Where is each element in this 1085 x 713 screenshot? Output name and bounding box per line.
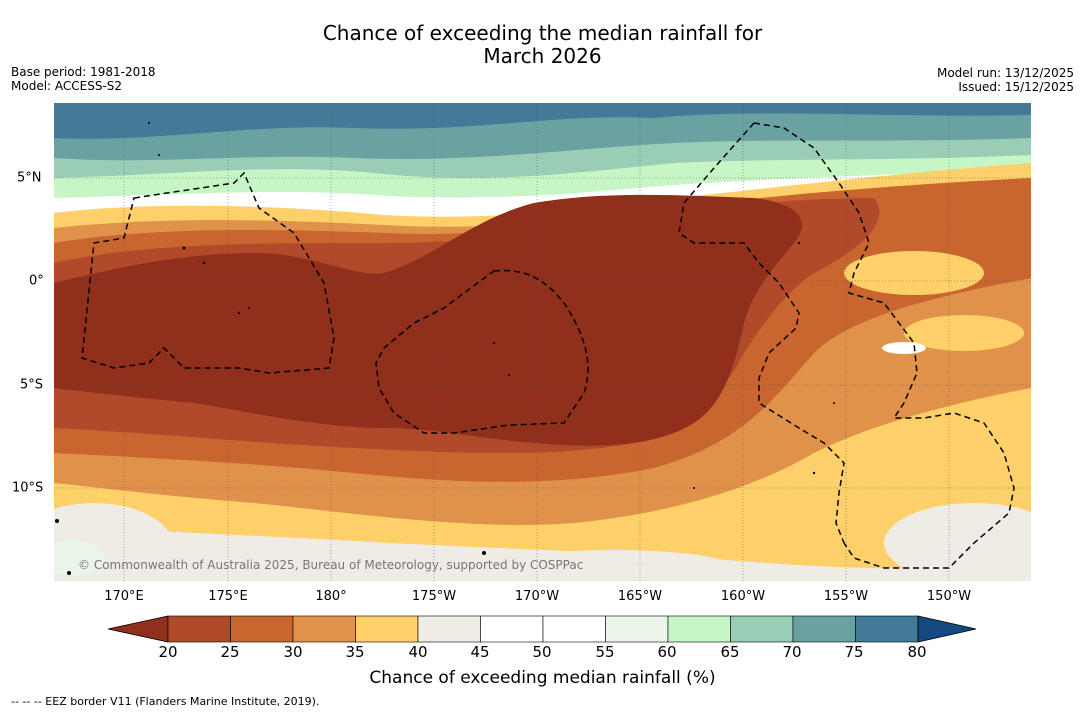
cbar-segment-3 bbox=[355, 615, 419, 643]
meta-left: Base period: 1981-2018 Model: ACCESS-S2 bbox=[11, 65, 156, 93]
cbar-tick-1: 25 bbox=[220, 643, 240, 661]
lon-label-7: 155°W bbox=[823, 589, 869, 604]
cbar-tick-9: 65 bbox=[720, 643, 740, 661]
meta-right: Model run: 13/12/2025 Issued: 15/12/2025 bbox=[937, 66, 1074, 94]
band-north-light-green bbox=[54, 155, 1031, 203]
southeast-pale bbox=[884, 503, 1031, 581]
cbar-segment-4 bbox=[417, 615, 481, 643]
base-period: Base period: 1981-2018 bbox=[11, 65, 156, 79]
band-north-white bbox=[54, 168, 1031, 222]
cbar-tick-0: 20 bbox=[158, 643, 178, 661]
chart-title-line1: Chance of exceeding the median rainfall … bbox=[322, 21, 763, 45]
colorbar-title: Chance of exceeding median rainfall (%) bbox=[369, 668, 716, 688]
white-patch-east bbox=[882, 342, 926, 354]
copyright-text: © Commonwealth of Australia 2025, Bureau… bbox=[78, 558, 584, 572]
cbar-segment-1 bbox=[230, 615, 294, 643]
lat-label-0: 5°N bbox=[17, 170, 42, 186]
cbar-tick-12: 80 bbox=[907, 643, 927, 661]
southwest-green bbox=[54, 540, 104, 576]
cbar-tick-11: 75 bbox=[844, 643, 864, 661]
lon-label-6: 160°W bbox=[720, 589, 766, 604]
lon-label-2: 180° bbox=[315, 589, 347, 604]
rainfall-probability-map bbox=[54, 103, 1031, 581]
cbar-segment-5 bbox=[480, 615, 544, 643]
cbar-segment-9 bbox=[730, 615, 794, 643]
issued-date: Issued: 15/12/2025 bbox=[958, 80, 1074, 94]
lon-label-0: 170°E bbox=[104, 589, 144, 604]
lon-label-3: 175°W bbox=[411, 589, 457, 604]
cbar-tick-3: 35 bbox=[345, 643, 365, 661]
south-white bbox=[494, 550, 734, 581]
cbar-tick-6: 50 bbox=[532, 643, 552, 661]
wet-patch-east bbox=[844, 251, 984, 295]
eez-legend-note: -- -- -- EEZ border V11 (Flanders Marine… bbox=[11, 695, 320, 708]
lon-label-5: 165°W bbox=[617, 589, 663, 604]
cbar-tick-8: 60 bbox=[657, 643, 677, 661]
cbar-tick-5: 45 bbox=[470, 643, 490, 661]
band-below-20 bbox=[54, 194, 802, 446]
wet-patch-east-2 bbox=[904, 315, 1024, 351]
cbar-segment-0 bbox=[167, 615, 231, 643]
cbar-extend-high bbox=[917, 615, 977, 643]
cbar-tick-2: 30 bbox=[283, 643, 303, 661]
islands bbox=[55, 122, 835, 575]
cbar-segment-2 bbox=[292, 615, 356, 643]
model-name: Model: ACCESS-S2 bbox=[11, 79, 123, 93]
eez-borders bbox=[81, 122, 1015, 569]
cbar-segment-6 bbox=[542, 615, 606, 643]
lon-label-8: 150°W bbox=[926, 589, 972, 604]
cbar-segment-10 bbox=[792, 615, 856, 643]
cbar-tick-4: 40 bbox=[408, 643, 428, 661]
lon-label-4: 170°W bbox=[514, 589, 560, 604]
graticule bbox=[54, 103, 1031, 581]
cbar-extend-low bbox=[108, 615, 169, 643]
model-run: Model run: 13/12/2025 bbox=[936, 66, 1074, 80]
cbar-segment-8 bbox=[667, 615, 731, 643]
chart-title-line2: March 2026 bbox=[483, 44, 602, 68]
cbar-segment-11 bbox=[855, 615, 919, 643]
cbar-segment-7 bbox=[605, 615, 669, 643]
lon-label-1: 175°E bbox=[208, 589, 248, 604]
lat-label-2: 5°S bbox=[20, 377, 44, 393]
lat-label-3: 10°S bbox=[12, 480, 44, 496]
cbar-tick-10: 70 bbox=[782, 643, 802, 661]
cbar-tick-7: 55 bbox=[595, 643, 615, 661]
colorbar bbox=[108, 615, 977, 643]
lat-label-1: 0° bbox=[29, 273, 44, 289]
